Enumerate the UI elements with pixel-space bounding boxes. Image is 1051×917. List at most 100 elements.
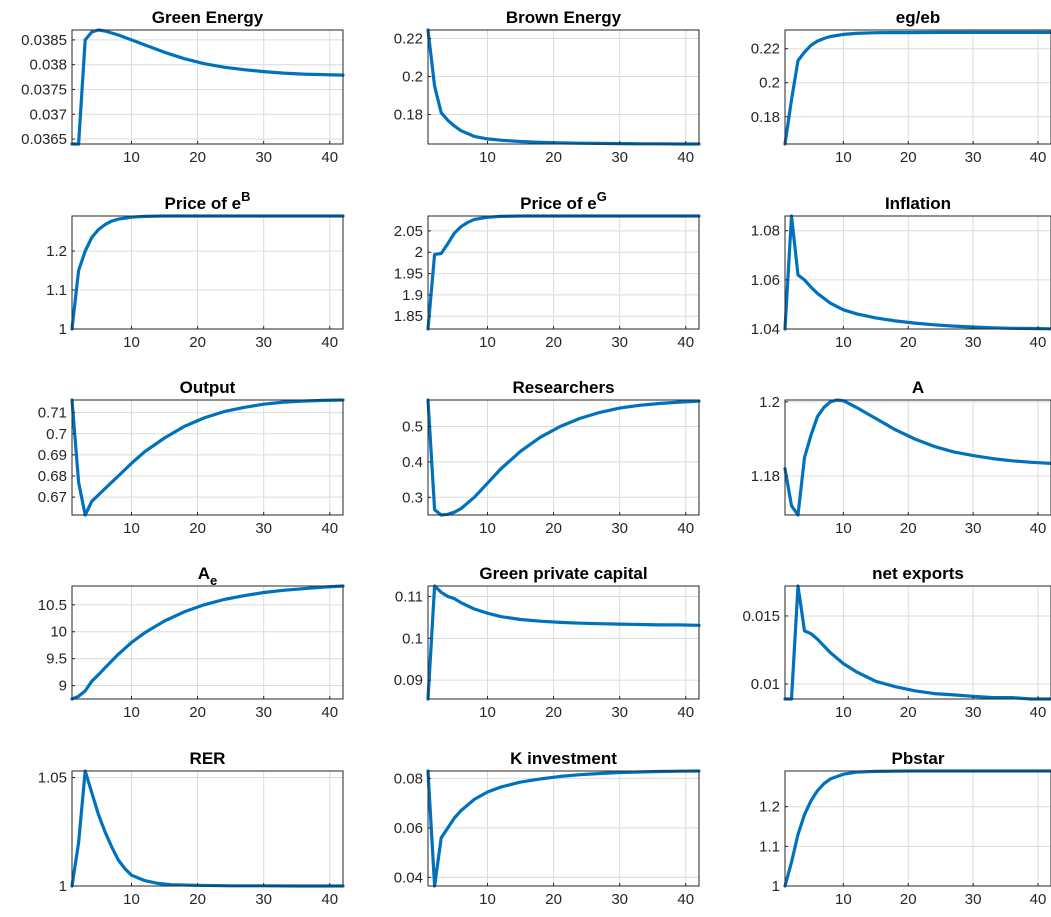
x-tick-label: 30 [965, 891, 982, 908]
x-tick-label: 30 [255, 334, 272, 351]
y-tick-label: 2 [415, 244, 423, 261]
x-tick-label: 30 [255, 891, 272, 908]
y-tick-label: 0.22 [394, 31, 423, 48]
axes-frame [427, 215, 700, 330]
x-tick-label: 30 [611, 334, 628, 351]
y-tick-label: 1.1 [759, 838, 780, 855]
axes-border [427, 585, 700, 700]
y-tick-label: 1.2 [759, 394, 780, 411]
subplot-title: K investment [510, 749, 617, 768]
axes-border [784, 770, 1051, 887]
y-tick-label: 0.2 [759, 75, 780, 92]
subplot-11: 10 20 30 40 0.01 0.015 net exports [742, 564, 1051, 721]
x-tick-label: 20 [900, 334, 917, 351]
x-tick-label: 20 [189, 891, 206, 908]
subplot-title: Green Energy [152, 8, 264, 27]
y-tick-label: 10.5 [38, 597, 67, 614]
axes-border [784, 585, 1051, 700]
y-tick-label: 0.09 [394, 672, 423, 689]
x-tick-label: 30 [255, 520, 272, 537]
y-tick-label: 0.18 [751, 109, 780, 126]
series-line [426, 584, 701, 701]
subplot-8: 10 20 30 40 1.18 1.2 A [751, 378, 1051, 537]
series-line [783, 398, 1051, 517]
subplot-title: Brown Energy [506, 8, 622, 27]
x-tick-label: 20 [900, 891, 917, 908]
y-tick-label: 1.18 [751, 468, 780, 485]
y-tick-label: 0.0385 [21, 32, 67, 49]
subplot-title: Ae [198, 564, 218, 588]
x-tick-label: 40 [321, 891, 338, 908]
x-tick-label: 20 [545, 891, 562, 908]
series-line [783, 214, 1051, 331]
x-tick-label: 20 [900, 704, 917, 721]
x-tick-label: 10 [123, 334, 140, 351]
axes-border [427, 770, 700, 887]
y-tick-label: 1.04 [751, 321, 780, 338]
axes-border [427, 399, 700, 516]
subplot-title: Output [180, 378, 236, 397]
y-tick-label: 0.01 [751, 676, 780, 693]
y-tick-label: 0.04 [394, 869, 423, 886]
x-tick-label: 30 [965, 334, 982, 351]
axes-frame [71, 399, 344, 516]
series-line [426, 769, 701, 888]
y-tick-label: 0.015 [742, 608, 780, 625]
y-tick-label: 0.5 [402, 419, 423, 436]
subplot-5: 10 20 30 40 1.04 1.06 1.08 Inflation [751, 194, 1051, 351]
subplot-title: Price of eB [165, 189, 251, 213]
axes-border [784, 29, 1051, 145]
y-tick-label: 0.037 [29, 106, 67, 123]
x-tick-label: 20 [545, 334, 562, 351]
subplot-4: 10 20 30 40 1.85 1.9 1.95 2 2.05 Price of eG [394, 189, 701, 351]
x-tick-label: 40 [1030, 704, 1047, 721]
subplot-title: Green private capital [479, 564, 647, 583]
x-tick-label: 30 [255, 704, 272, 721]
subplot-1: 10 20 30 40 0.18 0.2 0.22 Brown Energy [394, 8, 701, 166]
subplot-2: 10 20 30 40 0.18 0.2 0.22 eg/eb [751, 8, 1051, 166]
y-tick-label: 1.05 [38, 770, 67, 787]
y-tick-label: 1 [59, 321, 67, 338]
y-tick-label: 1.85 [394, 308, 423, 325]
y-tick-label: 1.1 [46, 282, 67, 299]
y-tick-label: 1.2 [46, 243, 67, 260]
x-tick-label: 20 [900, 149, 917, 166]
y-tick-label: 0.038 [29, 57, 67, 74]
subplot-12: 10 20 30 40 1 1.05 RER [38, 749, 345, 908]
x-tick-label: 40 [321, 704, 338, 721]
x-tick-label: 40 [1030, 891, 1047, 908]
axes-border [784, 399, 1051, 516]
series-line [70, 398, 345, 517]
y-tick-label: 0.06 [394, 820, 423, 837]
subplot-title: Inflation [885, 194, 951, 213]
axes-frame [71, 770, 344, 887]
series-line [783, 584, 1051, 701]
x-tick-label: 20 [900, 520, 917, 537]
y-tick-label: 9 [59, 678, 67, 695]
y-tick-label: 1.95 [394, 266, 423, 283]
x-tick-label: 10 [479, 334, 496, 351]
y-tick-label: 0.22 [751, 41, 780, 58]
y-tick-label: 0.3 [402, 489, 423, 506]
subplot-title: A [912, 378, 924, 397]
subplot-10: 10 20 30 40 0.09 0.1 0.11 Green private capital [394, 564, 701, 721]
x-tick-label: 10 [835, 891, 852, 908]
x-tick-label: 20 [545, 149, 562, 166]
y-tick-label: 0.11 [395, 588, 423, 605]
y-tick-label: 0.18 [394, 107, 423, 124]
x-tick-label: 10 [479, 704, 496, 721]
series-line [70, 28, 345, 146]
subplot-title: Price of eG [520, 189, 607, 213]
axes-border [784, 215, 1051, 330]
x-tick-label: 10 [479, 891, 496, 908]
x-tick-label: 10 [835, 520, 852, 537]
x-tick-label: 10 [123, 891, 140, 908]
series-line [783, 30, 1051, 146]
y-tick-label: 0.4 [402, 454, 423, 471]
y-tick-label: 10 [50, 624, 67, 641]
x-tick-label: 10 [479, 520, 496, 537]
axes-frame [71, 215, 344, 330]
axes-frame [784, 29, 1051, 145]
y-tick-label: 1.06 [751, 272, 780, 289]
